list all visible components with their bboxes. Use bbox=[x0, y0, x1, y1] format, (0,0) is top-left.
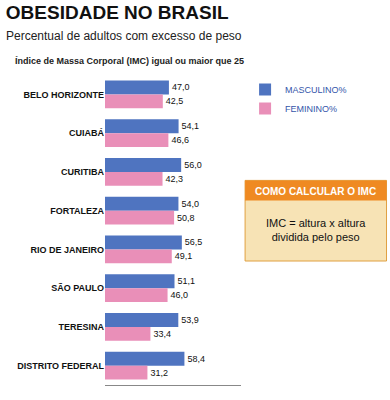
svg-text:47,0: 47,0 bbox=[172, 82, 190, 92]
svg-text:33,4: 33,4 bbox=[153, 329, 171, 339]
svg-text:42,5: 42,5 bbox=[166, 96, 184, 106]
svg-text:SÃO PAULO: SÃO PAULO bbox=[51, 283, 104, 293]
svg-text:MASCULINO%: MASCULINO% bbox=[285, 85, 347, 95]
svg-text:TERESINA: TERESINA bbox=[58, 322, 104, 332]
svg-text:31,2: 31,2 bbox=[150, 368, 168, 378]
svg-text:58,4: 58,4 bbox=[187, 354, 205, 364]
svg-text:FEMININO%: FEMININO% bbox=[285, 104, 337, 114]
svg-text:OBESIDADE NO BRASIL: OBESIDADE NO BRASIL bbox=[6, 2, 229, 23]
svg-text:FORTALEZA: FORTALEZA bbox=[50, 206, 104, 216]
svg-text:Percentual de adultos com exce: Percentual de adultos com excesso de pes… bbox=[6, 29, 242, 43]
svg-text:46,6: 46,6 bbox=[171, 135, 189, 145]
svg-text:53,9: 53,9 bbox=[181, 315, 199, 325]
svg-text:56,0: 56,0 bbox=[184, 160, 202, 170]
svg-text:49,1: 49,1 bbox=[175, 251, 193, 261]
svg-text:CURITIBA: CURITIBA bbox=[61, 167, 104, 177]
svg-text:Índice de Massa Corporal (IMC): Índice de Massa Corporal (IMC) igual ou … bbox=[15, 56, 244, 66]
svg-text:54,0: 54,0 bbox=[181, 199, 199, 209]
svg-text:DISTRITO FEDERAL: DISTRITO FEDERAL bbox=[17, 361, 104, 371]
svg-text:50,8: 50,8 bbox=[177, 213, 195, 223]
svg-text:51,1: 51,1 bbox=[178, 276, 196, 286]
svg-text:COMO CALCULAR O IMC: COMO CALCULAR O IMC bbox=[255, 186, 376, 197]
svg-text:RIO DE JANEIRO: RIO DE JANEIRO bbox=[30, 245, 104, 255]
svg-text:42,3: 42,3 bbox=[166, 174, 184, 184]
svg-text:54,1: 54,1 bbox=[182, 121, 200, 131]
svg-text:BELO HORIZONTE: BELO HORIZONTE bbox=[24, 90, 105, 100]
svg-text:46,0: 46,0 bbox=[171, 290, 189, 300]
svg-text:IMC = altura x alturadividida: IMC = altura x alturadividida pelo peso bbox=[266, 217, 366, 243]
svg-text:CUIABÁ: CUIABÁ bbox=[69, 128, 104, 138]
svg-text:56,5: 56,5 bbox=[185, 237, 203, 247]
